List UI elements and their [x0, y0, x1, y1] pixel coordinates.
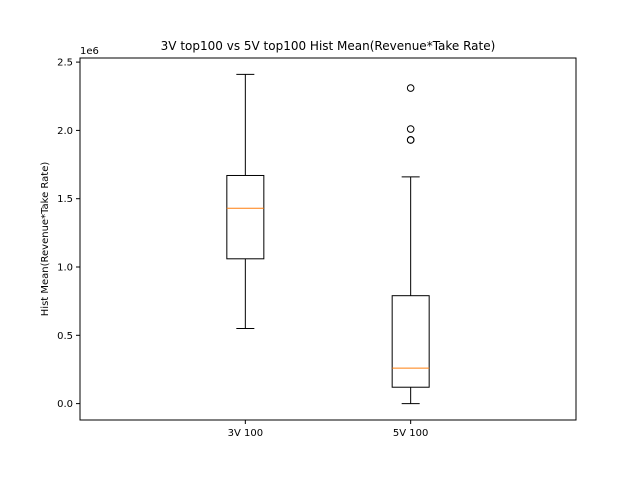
y-tick-label: 0.5 — [57, 331, 73, 342]
y-tick-label: 1.0 — [57, 263, 73, 274]
x-tick-label: 5V 100 — [393, 428, 428, 439]
outlier-point — [406, 84, 415, 92]
x-tick-label: 3V 100 — [228, 428, 263, 439]
box-iqr — [391, 295, 430, 388]
y-axis-label: Hist Mean(Revenue*Take Rate) — [40, 162, 51, 317]
axes-frame — [79, 57, 577, 421]
chart-title: 3V top100 vs 5V top100 Hist Mean(Revenue… — [161, 39, 496, 53]
box-iqr — [226, 174, 265, 260]
y-tick-label: 2.5 — [57, 58, 73, 69]
outlier-point — [406, 125, 415, 133]
plot-marks: 0.0 0.5 1.0 1.5 2.0 2.5 3V 100 5V 100 — [57, 58, 430, 439]
outlier-point — [406, 136, 415, 144]
y-tick-label: 2.0 — [57, 126, 73, 137]
y-tick-label: 1.5 — [57, 194, 73, 205]
y-tick-label: 0.0 — [57, 399, 73, 410]
y-offset-label: 1e6 — [80, 46, 99, 57]
